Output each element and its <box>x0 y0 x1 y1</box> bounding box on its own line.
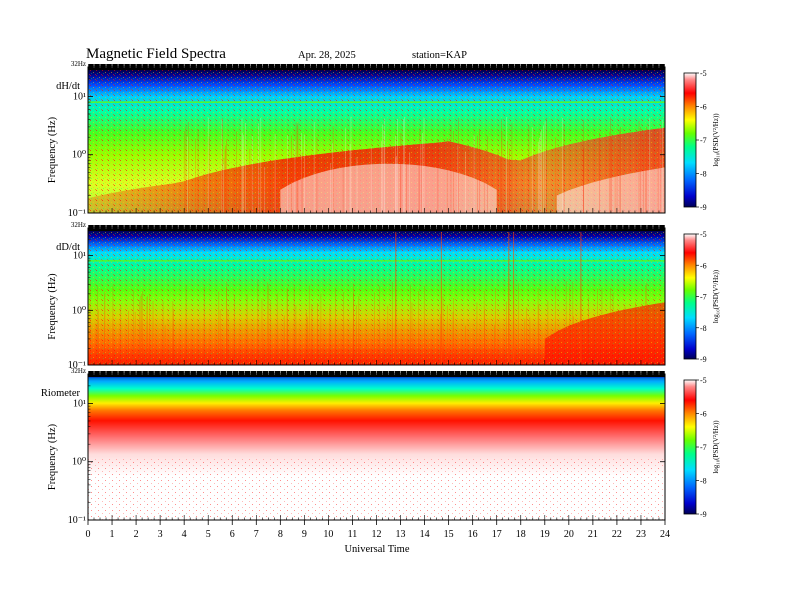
colorbar-tick-label: -5 <box>700 69 707 78</box>
x-tick-label: 22 <box>612 529 622 540</box>
colorbar-tick-label: -5 <box>700 376 707 385</box>
colorbar-tick-label: -8 <box>700 324 707 333</box>
x-tick-label: 10 <box>323 529 333 540</box>
x-tick-label: 18 <box>516 529 526 540</box>
colorbar <box>683 233 697 360</box>
x-tick-label: 9 <box>302 529 307 540</box>
colorbar-tick-label: -8 <box>700 170 707 179</box>
y-axis-label: Frequency (Hz) <box>47 273 58 340</box>
colorbar-tick-label: -5 <box>700 230 707 239</box>
y-tick-label: 10¹ <box>73 398 86 409</box>
y-tick-label: 10⁰ <box>72 150 86 161</box>
x-tick-label: 11 <box>348 529 358 540</box>
x-tick-label: 16 <box>468 529 478 540</box>
colorbar-tick-label: -6 <box>700 261 707 270</box>
x-tick-label: 4 <box>182 529 187 540</box>
x-tick-label: 23 <box>636 529 646 540</box>
panel-1: 10¹ 10⁰ 10⁻¹ 32Hz dH/dt Frequency (Hz) -5 -6 -7 -… <box>47 60 720 219</box>
x-tick-label: 20 <box>564 529 574 540</box>
figure-title: Magnetic Field Spectra <box>86 46 226 62</box>
colorbar-tick-label: -8 <box>700 477 707 486</box>
x-axis-label: Universal Time <box>344 544 409 555</box>
figure-date: Apr. 28, 2025 <box>298 50 356 61</box>
x-tick-label: 14 <box>420 529 430 540</box>
colorbar-label: log₁₀(PSD(V²/Hz)) <box>712 420 720 474</box>
colorbar <box>683 72 697 208</box>
y-tick-label: 10¹ <box>73 251 86 262</box>
y-tick-label: 10⁻¹ <box>68 360 86 371</box>
x-tick-label: 2 <box>134 529 139 540</box>
x-tick-label: 8 <box>278 529 283 540</box>
noise-texture <box>88 228 665 365</box>
x-tick-label: 6 <box>230 529 235 540</box>
colorbar-tick-label: -7 <box>700 136 707 145</box>
y-tick-label: 10⁻¹ <box>68 208 86 219</box>
x-tick-label: 12 <box>372 529 382 540</box>
y-axis-label: Frequency (Hz) <box>47 116 58 183</box>
x-tick-label: 17 <box>492 529 502 540</box>
panel-2: 10¹ 10⁰ 10⁻¹ 32Hz dD/dt Frequency (Hz) -5 -6 -7 -… <box>47 221 720 371</box>
panel-label: dD/dt <box>56 242 80 253</box>
colorbar-label: log₁₀(PSD(V²/Hz)) <box>712 113 720 167</box>
colorbar-tick-label: -9 <box>700 203 707 212</box>
x-tick-label: 24 <box>660 529 670 540</box>
colorbar-tick-label: -6 <box>700 103 707 112</box>
colorbar-tick-label: -6 <box>700 410 707 419</box>
y-tick-label: 10⁰ <box>72 305 86 316</box>
colorbar-tick-label: -9 <box>700 355 707 364</box>
high-power-core <box>556 167 665 213</box>
station-label: station=KAP <box>412 50 467 61</box>
colorbar-tick-label: -7 <box>700 293 707 302</box>
colorbar-tick-label: -9 <box>700 510 707 519</box>
y-tick-label: 10¹ <box>73 91 86 102</box>
noise-texture <box>88 457 665 520</box>
x-tick-label: 3 <box>158 529 163 540</box>
x-tick-label: 13 <box>396 529 406 540</box>
x-tick-label: 0 <box>86 529 91 540</box>
y-tick-label: 10⁰ <box>72 457 86 468</box>
top-frequency-label: 32Hz <box>71 367 86 375</box>
y-axis-label: Frequency (Hz) <box>47 423 58 490</box>
x-tick-label: 21 <box>588 529 598 540</box>
x-tick-label: 5 <box>206 529 211 540</box>
top-frequency-label: 32Hz <box>71 221 86 229</box>
high-power-core <box>280 163 497 213</box>
top-frequency-label: 32Hz <box>71 60 86 68</box>
x-tick-label: 1 <box>110 529 115 540</box>
x-tick-label: 19 <box>540 529 550 540</box>
y-tick-label: 10⁻¹ <box>68 515 86 526</box>
panel-label: dH/dt <box>56 81 80 92</box>
x-tick-label: 15 <box>444 529 454 540</box>
x-axis: 0 1 2 3 4 5 6 7 8 9 10 11 12 13 14 15 16 17 18 19 20 21 22 23 24 <box>86 520 670 540</box>
panel-label: Riometer <box>41 388 81 399</box>
colorbar-label: log₁₀(PSD(V²/Hz)) <box>712 269 720 323</box>
panel-3: 10¹ 10⁰ 10⁻¹ 32Hz Riometer Frequency (Hz) -5 -6… <box>41 367 720 526</box>
colorbar <box>683 379 697 515</box>
x-tick-label: 7 <box>254 529 259 540</box>
colorbar-tick-label: -7 <box>700 443 707 452</box>
